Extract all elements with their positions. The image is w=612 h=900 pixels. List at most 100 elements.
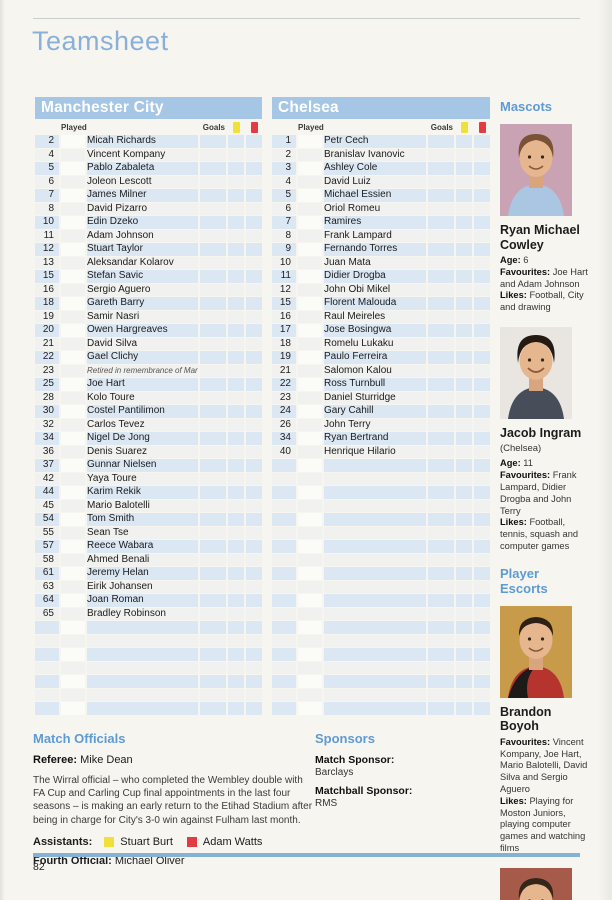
goals-cell bbox=[200, 256, 226, 269]
row-number bbox=[272, 499, 296, 512]
player-name: Nigel De Jong bbox=[87, 432, 198, 445]
detail-line: Favourites: Vincent Kompany, Joe Hart, M… bbox=[500, 736, 588, 795]
row-number: 18 bbox=[35, 297, 59, 310]
red-card-cell bbox=[474, 472, 490, 485]
player-name: David Silva bbox=[87, 337, 198, 350]
yellow-card-cell bbox=[456, 148, 472, 161]
fourth-official-name: Michael Oliver bbox=[114, 854, 185, 867]
player-name: Salomon Kalou bbox=[324, 364, 426, 377]
row-number: 7 bbox=[35, 189, 59, 202]
played-cell bbox=[61, 256, 85, 269]
yellow-card-cell bbox=[456, 648, 472, 661]
played-cell bbox=[298, 405, 322, 418]
played-cell bbox=[61, 607, 85, 620]
red-card-cell bbox=[474, 567, 490, 580]
empty-row bbox=[272, 702, 490, 715]
goals-cell bbox=[200, 634, 226, 647]
yellow-card-cell bbox=[456, 256, 472, 269]
goals-cell bbox=[428, 688, 454, 701]
red-card-cell bbox=[474, 580, 490, 593]
referee-name: Mike Dean bbox=[80, 754, 133, 766]
player-row: 18 Romelu Lukaku bbox=[272, 337, 490, 350]
goals-cell bbox=[200, 607, 226, 620]
empty-row bbox=[272, 499, 490, 512]
goals-cell bbox=[200, 472, 226, 485]
yellow-card-cell bbox=[456, 607, 472, 620]
player-row: 10 Edin Dzeko bbox=[35, 216, 262, 229]
row-number bbox=[272, 526, 296, 539]
player-name: Gunnar Nielsen bbox=[87, 459, 198, 472]
row-number: 3 bbox=[272, 162, 296, 175]
row-number: 1 bbox=[272, 135, 296, 148]
row-number bbox=[272, 580, 296, 593]
played-cell bbox=[298, 297, 322, 310]
player-name: Daniel Sturridge bbox=[324, 391, 426, 404]
yellow-card-cell bbox=[456, 675, 472, 688]
yellow-card-cell bbox=[456, 594, 472, 607]
yellow-card-cell bbox=[228, 675, 244, 688]
detail-line: Likes: Football, City and drawing bbox=[500, 290, 584, 313]
referee-line: Referee: Mike Dean bbox=[33, 754, 315, 766]
red-card-cell bbox=[474, 675, 490, 688]
red-card-cell bbox=[474, 216, 490, 229]
red-card-cell bbox=[246, 513, 262, 526]
goals-cell bbox=[200, 621, 226, 634]
player-name: Vincent Kompany bbox=[87, 148, 198, 161]
player-row: 1 Petr Cech bbox=[272, 135, 490, 148]
played-column-label: Played bbox=[298, 122, 324, 132]
goals-cell bbox=[428, 324, 454, 337]
empty-row bbox=[272, 540, 490, 553]
played-column-label: Played bbox=[61, 122, 87, 132]
red-card-cell bbox=[474, 148, 490, 161]
goals-cell bbox=[428, 351, 454, 364]
row-number: 63 bbox=[35, 580, 59, 593]
player-name bbox=[87, 702, 198, 715]
player-name: Joan Roman bbox=[87, 594, 198, 607]
goals-column-label: Goals bbox=[430, 122, 453, 132]
row-number: 58 bbox=[35, 553, 59, 566]
yellow-card-cell bbox=[228, 256, 244, 269]
empty-row bbox=[35, 648, 262, 661]
played-cell bbox=[61, 432, 85, 445]
player-row: 12 Stuart Taylor bbox=[35, 243, 262, 256]
goals-cell bbox=[428, 405, 454, 418]
player-name: Costel Pantilimon bbox=[87, 405, 198, 418]
goals-cell bbox=[428, 486, 454, 499]
detail-line: Likes: Football, tennis, squash and comp… bbox=[500, 517, 579, 552]
red-card-cell bbox=[474, 229, 490, 242]
player-row: 36 Denis Suarez bbox=[35, 445, 262, 458]
played-cell bbox=[298, 567, 322, 580]
player-name: Reece Wabara bbox=[87, 540, 198, 553]
played-cell bbox=[61, 229, 85, 242]
yellow-card-cell bbox=[456, 216, 472, 229]
red-card-cell bbox=[246, 175, 262, 188]
yellow-card-cell bbox=[228, 270, 244, 283]
row-number: 30 bbox=[35, 405, 59, 418]
played-cell bbox=[61, 310, 85, 323]
empty-row bbox=[272, 472, 490, 485]
played-cell bbox=[61, 405, 85, 418]
red-card-cell bbox=[246, 297, 262, 310]
goals-cell bbox=[200, 391, 226, 404]
empty-row bbox=[272, 553, 490, 566]
player-row: 54 Tom Smith bbox=[35, 513, 262, 526]
played-cell bbox=[298, 229, 322, 242]
played-cell bbox=[61, 594, 85, 607]
player-name bbox=[324, 499, 426, 512]
player-name bbox=[324, 702, 426, 715]
column-header: Played Goals bbox=[272, 119, 490, 135]
mascot-club: (Chelsea) bbox=[500, 443, 542, 455]
goals-cell bbox=[428, 418, 454, 431]
player-name bbox=[87, 634, 198, 647]
escort-name: Brandon Boyoh bbox=[500, 704, 552, 734]
yellow-card-cell bbox=[228, 216, 244, 229]
yellow-card-cell bbox=[456, 526, 472, 539]
yellow-card-cell bbox=[228, 661, 244, 674]
red-card-cell bbox=[474, 594, 490, 607]
row-number: 57 bbox=[35, 540, 59, 553]
goals-cell bbox=[428, 189, 454, 202]
yellow-card-cell bbox=[228, 432, 244, 445]
yellow-card-cell bbox=[228, 688, 244, 701]
red-card-cell bbox=[474, 526, 490, 539]
red-card-cell bbox=[246, 594, 262, 607]
